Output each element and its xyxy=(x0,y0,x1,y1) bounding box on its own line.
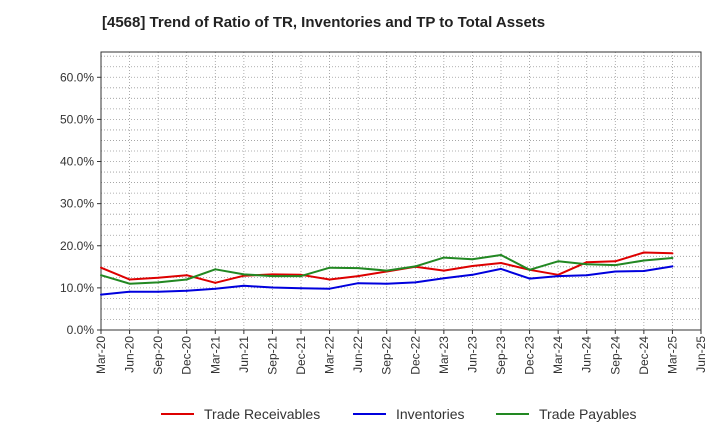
legend-label-trade-receivables: Trade Receivables xyxy=(204,406,320,422)
x-tick-label: Dec-23 xyxy=(523,336,537,375)
x-tick-label: Jun-25 xyxy=(694,336,708,373)
x-tick-label: Mar-22 xyxy=(323,336,337,374)
data-point-trade-payables xyxy=(271,275,274,278)
data-point-inventories xyxy=(614,270,617,273)
data-point-trade-payables xyxy=(157,281,160,284)
x-tick-label: Dec-24 xyxy=(637,336,651,375)
data-point-trade-receivables xyxy=(214,281,217,284)
y-tick-label: 20.0% xyxy=(60,239,94,253)
x-tick-label: Sep-24 xyxy=(608,336,622,375)
x-tick-label: Mar-20 xyxy=(94,336,108,374)
data-point-trade-receivables xyxy=(671,252,674,255)
data-point-inventories xyxy=(271,286,274,289)
data-point-inventories xyxy=(557,275,560,278)
data-point-inventories xyxy=(100,293,102,296)
data-point-trade-payables xyxy=(614,264,617,267)
data-point-inventories xyxy=(242,284,245,287)
data-point-trade-receivables xyxy=(585,261,588,264)
data-point-trade-receivables xyxy=(642,251,645,254)
data-point-trade-receivables xyxy=(614,260,617,263)
y-tick-label: 0.0% xyxy=(67,323,95,337)
data-point-inventories xyxy=(357,282,360,285)
data-point-inventories xyxy=(414,281,417,284)
x-tick-label: Mar-23 xyxy=(437,336,451,374)
data-point-trade-payables xyxy=(328,266,331,269)
x-tick-label: Dec-21 xyxy=(294,336,308,375)
data-point-trade-receivables xyxy=(128,278,131,281)
x-tick-label: Sep-22 xyxy=(380,336,394,375)
data-point-trade-payables xyxy=(557,260,560,263)
data-point-trade-payables xyxy=(642,259,645,262)
y-tick-label: 50.0% xyxy=(60,112,94,126)
data-point-trade-payables xyxy=(385,269,388,272)
x-tick-label: Jun-20 xyxy=(123,336,137,373)
data-point-trade-payables xyxy=(585,263,588,266)
data-point-trade-payables xyxy=(671,256,674,259)
data-point-inventories xyxy=(128,290,131,293)
x-tick-label: Mar-21 xyxy=(208,336,222,374)
data-point-trade-payables xyxy=(357,267,360,270)
data-point-inventories xyxy=(671,265,674,268)
data-point-trade-payables xyxy=(500,254,502,257)
data-point-trade-payables xyxy=(300,275,302,278)
data-point-trade-receivables xyxy=(157,276,160,279)
x-tick-label: Dec-22 xyxy=(408,336,422,375)
data-point-trade-payables xyxy=(528,268,531,271)
x-tick-label: Jun-24 xyxy=(580,336,594,373)
data-point-trade-receivables xyxy=(100,266,102,269)
data-point-trade-receivables xyxy=(442,269,445,272)
data-point-inventories xyxy=(500,267,502,270)
data-point-trade-payables xyxy=(100,274,102,277)
x-tick-label: Jun-22 xyxy=(351,336,365,373)
data-point-inventories xyxy=(471,273,474,276)
x-tick-label: Jun-21 xyxy=(237,336,251,373)
plot-border xyxy=(100,51,702,331)
y-tick-label: 60.0% xyxy=(60,70,94,84)
y-tick-label: 30.0% xyxy=(60,197,94,211)
x-tick-label: Sep-21 xyxy=(265,336,279,375)
data-point-inventories xyxy=(585,274,588,277)
data-point-inventories xyxy=(528,277,531,280)
plot-area xyxy=(101,52,701,330)
data-point-inventories xyxy=(157,290,160,293)
data-point-trade-receivables xyxy=(328,278,331,281)
data-point-inventories xyxy=(185,289,188,292)
y-tick-label: 40.0% xyxy=(60,155,94,169)
data-point-trade-payables xyxy=(414,265,417,268)
data-point-trade-receivables xyxy=(500,262,502,265)
x-tick-label: Dec-20 xyxy=(180,336,194,375)
x-tick-label: Mar-24 xyxy=(551,336,565,374)
chart-title: [4568] Trend of Ratio of TR, Inventories… xyxy=(102,14,546,31)
data-point-inventories xyxy=(214,287,217,290)
x-tick-label: Sep-20 xyxy=(151,336,165,375)
data-point-trade-payables xyxy=(242,273,245,276)
data-point-trade-payables xyxy=(471,258,474,261)
data-point-inventories xyxy=(385,282,388,285)
legend-label-trade-payables: Trade Payables xyxy=(539,406,637,422)
data-point-inventories xyxy=(328,287,331,290)
data-point-inventories xyxy=(642,270,645,273)
data-point-inventories xyxy=(442,277,445,280)
x-tick-label: Jun-23 xyxy=(465,336,479,373)
data-point-trade-payables xyxy=(214,268,217,271)
data-point-trade-receivables xyxy=(357,275,360,278)
x-tick-label: Sep-23 xyxy=(494,336,508,375)
x-tick-label: Mar-25 xyxy=(665,336,679,374)
data-point-trade-receivables xyxy=(185,274,188,277)
data-point-trade-receivables xyxy=(271,273,274,276)
data-point-inventories xyxy=(300,287,302,290)
y-tick-label: 10.0% xyxy=(60,281,94,295)
legend-label-inventories: Inventories xyxy=(396,406,464,422)
data-point-trade-payables xyxy=(442,256,445,259)
data-point-trade-payables xyxy=(128,282,131,285)
data-point-trade-receivables xyxy=(471,264,474,267)
data-point-trade-payables xyxy=(185,278,188,281)
